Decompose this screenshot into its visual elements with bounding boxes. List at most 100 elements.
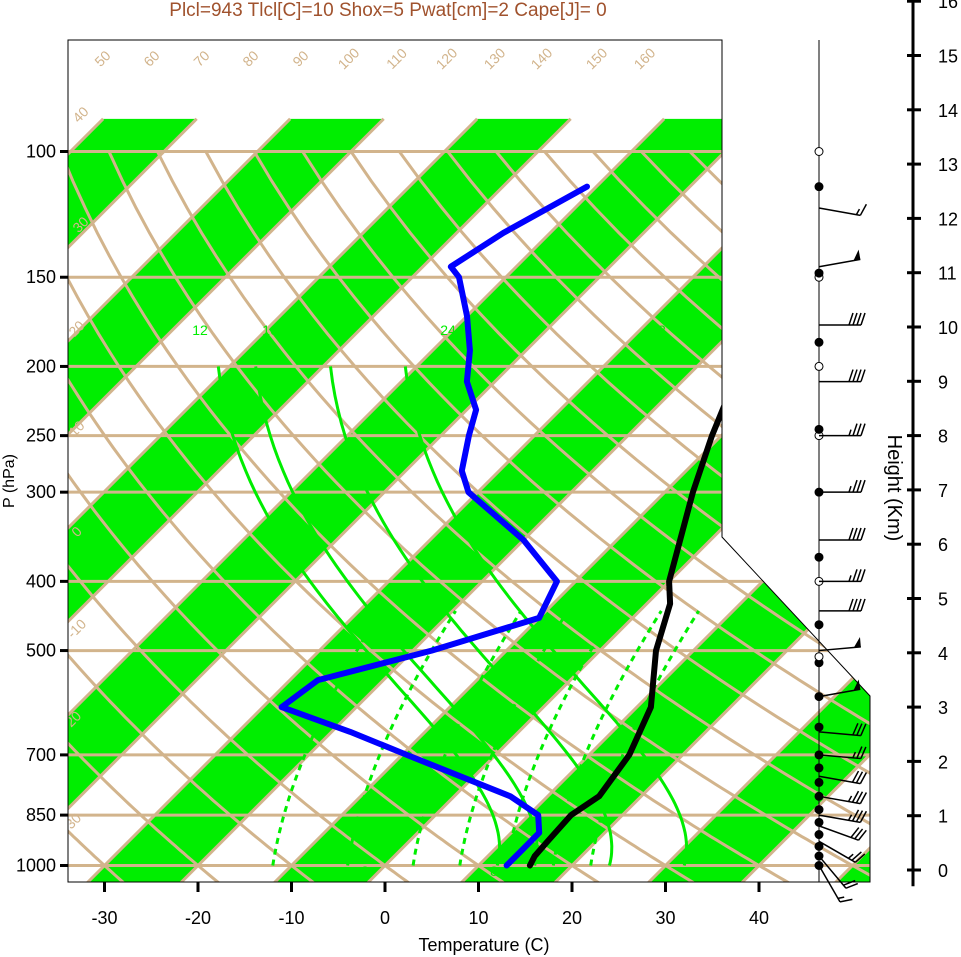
wind-barb-feather: [859, 772, 868, 784]
isotherm-label: 40: [69, 103, 91, 125]
dry-adiabat-line: [68, 151, 620, 882]
wind-barb-feather: [859, 810, 868, 823]
series-line-t: [526, 172, 870, 869]
wind-barb-staff: [818, 731, 861, 737]
isotherm-label: 10: [723, 341, 745, 363]
x-tick-label: -10: [278, 908, 304, 928]
wind-barb-half-feather: [847, 795, 853, 802]
height-tick-label: 5: [938, 590, 948, 610]
dry-adiabat-line: [68, 151, 331, 882]
height-marker-open: [814, 147, 824, 156]
isotherm-line: [247, 117, 870, 882]
dry-adiabat-line: [68, 151, 235, 882]
wind-barb-feather: [855, 771, 864, 784]
wind-barb-feather: [851, 851, 862, 861]
wind-barb-half-feather: [847, 853, 854, 859]
moist-adiabat-line: [216, 366, 502, 866]
isotherm-label: 70: [190, 47, 212, 69]
y-tick-label: 300: [26, 482, 56, 502]
wind-barb-feather: [852, 423, 858, 436]
isotherm-label: 160: [631, 44, 659, 72]
wind-barb-feather: [852, 722, 859, 736]
y-tick-label: 250: [26, 426, 56, 446]
wind-barb-feather: [856, 479, 862, 493]
isotherm-line: [68, 117, 385, 882]
wind-barb-staff: [818, 840, 856, 863]
wind-barb-half-feather: [848, 429, 852, 436]
wind-barb-flag: [853, 679, 861, 691]
height-tick-label: 3: [938, 698, 948, 718]
moist-adiabat-line: [329, 366, 614, 866]
dry-adiabat-line: [68, 150, 716, 882]
dry-adiabat-line: [252, 150, 870, 882]
wind-barb-half-feather: [837, 896, 845, 900]
isotherm-line: [0, 119, 10, 909]
wind-barb-feather: [852, 479, 858, 493]
wind-barb-half-feather: [848, 485, 852, 493]
isotherm-label: 130: [481, 44, 509, 72]
wind-barb-feather: [852, 569, 858, 582]
wind-barb-feather: [852, 527, 858, 541]
mixing-ratio-label: 16: [262, 322, 278, 338]
wind-barb-staff: [818, 754, 861, 760]
y-tick-label: 850: [26, 805, 56, 825]
dry-adiabat-line: [398, 150, 870, 882]
height-marker-filled: [814, 268, 824, 278]
wind-barb-feather: [850, 827, 860, 838]
wind-barb-feather: [859, 792, 868, 804]
wind-barb-feather: [856, 569, 862, 582]
dry-adiabat-line: [68, 151, 139, 882]
mixing-ratio-label: 3: [361, 863, 369, 879]
wind-barb-feather: [855, 791, 864, 804]
plot-frame: [67, 39, 871, 883]
isotherm-label: 30: [723, 123, 745, 145]
mixing-ratio-line: [458, 610, 570, 866]
axes: -30 -20 -10 0 10 20 30 401001502002503004005007…: [16, 142, 769, 929]
wind-barb-feather: [848, 312, 854, 326]
height-marker-filled: [814, 620, 824, 630]
wind-barb-feather: [848, 527, 854, 541]
wind-barb-half-feather: [848, 575, 852, 582]
mixing-ratio-line: [411, 610, 523, 866]
wind-barb-feather: [860, 479, 866, 493]
series-line-td: [278, 183, 590, 869]
wind-barb-feather: [852, 598, 858, 612]
y-tick-label: 1000: [16, 856, 56, 876]
height-marker-filled: [814, 722, 824, 732]
x-tick-label: 0: [380, 908, 390, 928]
dry-adiabat-line: [107, 150, 870, 882]
wind-barb-feather: [851, 809, 860, 822]
wind-barb-staff: [818, 207, 861, 217]
isotherm-label: 0: [723, 458, 740, 475]
isotherm-label: 10: [745, 535, 767, 557]
isotherm-band: [68, 118, 758, 882]
height-tick-label: 9: [938, 372, 948, 392]
wind-barb-feather: [848, 598, 854, 612]
y-tick-label: 100: [26, 142, 56, 162]
y-tick-label: 700: [26, 745, 56, 765]
isotherm-label: 150: [583, 44, 611, 72]
wind-barb-feather: [856, 527, 862, 541]
wind-barb-feather: [860, 598, 866, 612]
isotherm-label: 20: [723, 233, 745, 255]
height-tick-label: 15: [938, 47, 958, 67]
height-marker-filled: [814, 841, 824, 851]
isotherm-line: [714, 117, 870, 882]
isotherm-label: 30: [841, 647, 863, 669]
x-tick-label: 40: [749, 908, 769, 928]
height-marker-filled: [814, 552, 824, 562]
chart-title: Plcl=943 Tlcl[C]=10 Shox=5 Pwat[cm]=2 Ca…: [169, 0, 606, 21]
wind-barb-staff: [818, 814, 861, 824]
isotherm-band: [68, 118, 384, 882]
isotherm-label: 140: [528, 44, 556, 72]
mixing-ratio-line: [589, 610, 700, 866]
isotherm-label: -30: [59, 810, 85, 836]
height-marker-filled: [814, 817, 824, 827]
isotherm-band: [435, 118, 870, 882]
height-marker-filled: [814, 830, 824, 840]
wind-barb-half-feather: [847, 814, 853, 821]
dry-adiabat-line: [204, 150, 870, 882]
wind-barb-staff: [818, 795, 861, 805]
isotherm-line: [903, 119, 961, 909]
